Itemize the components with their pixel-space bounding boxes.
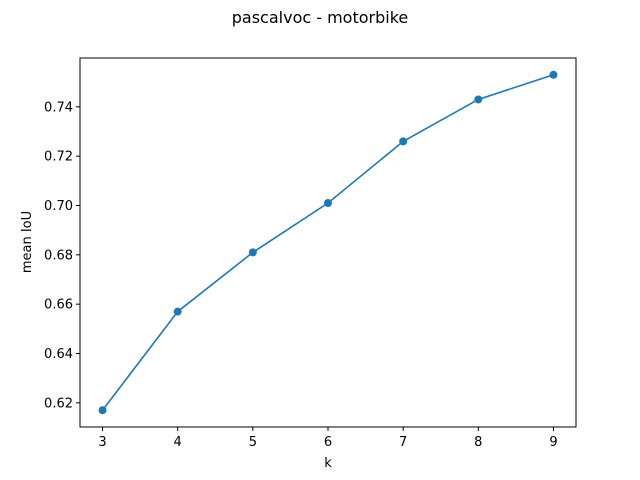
data-point (98, 406, 107, 415)
data-point (474, 95, 483, 104)
plot-area: 3 4 5 6 7 8 9 0.62 0.64 0.66 0.68 0.70 0.72 0.74 (44, 70, 558, 450)
y-tick-label: 0.62 (44, 396, 73, 411)
axes-frame (79, 57, 577, 428)
data-point (549, 70, 558, 79)
x-tick-label: 4 (174, 435, 182, 450)
x-tick-label: 6 (324, 435, 332, 450)
y-tick-label: 0.70 (44, 199, 73, 214)
data-point (173, 307, 182, 316)
x-tick-label: 3 (98, 435, 106, 450)
data-point (248, 248, 257, 257)
data-point (399, 137, 408, 146)
y-tick-label: 0.64 (44, 347, 73, 362)
y-tick-label: 0.74 (44, 100, 73, 115)
x-tick-label: 9 (549, 435, 557, 450)
y-tick-label: 0.66 (44, 298, 73, 313)
x-axis-label: k (324, 456, 332, 471)
chart-title: pascalvoc - motorbike (232, 8, 409, 27)
y-tick-label: 0.68 (44, 248, 73, 263)
y-axis-label: mean IoU (20, 211, 35, 273)
y-tick-label: 0.72 (44, 150, 73, 165)
x-tick-label: 8 (474, 435, 482, 450)
x-tick-label: 7 (399, 435, 407, 450)
x-tick-label: 5 (249, 435, 257, 450)
data-point (324, 199, 332, 208)
